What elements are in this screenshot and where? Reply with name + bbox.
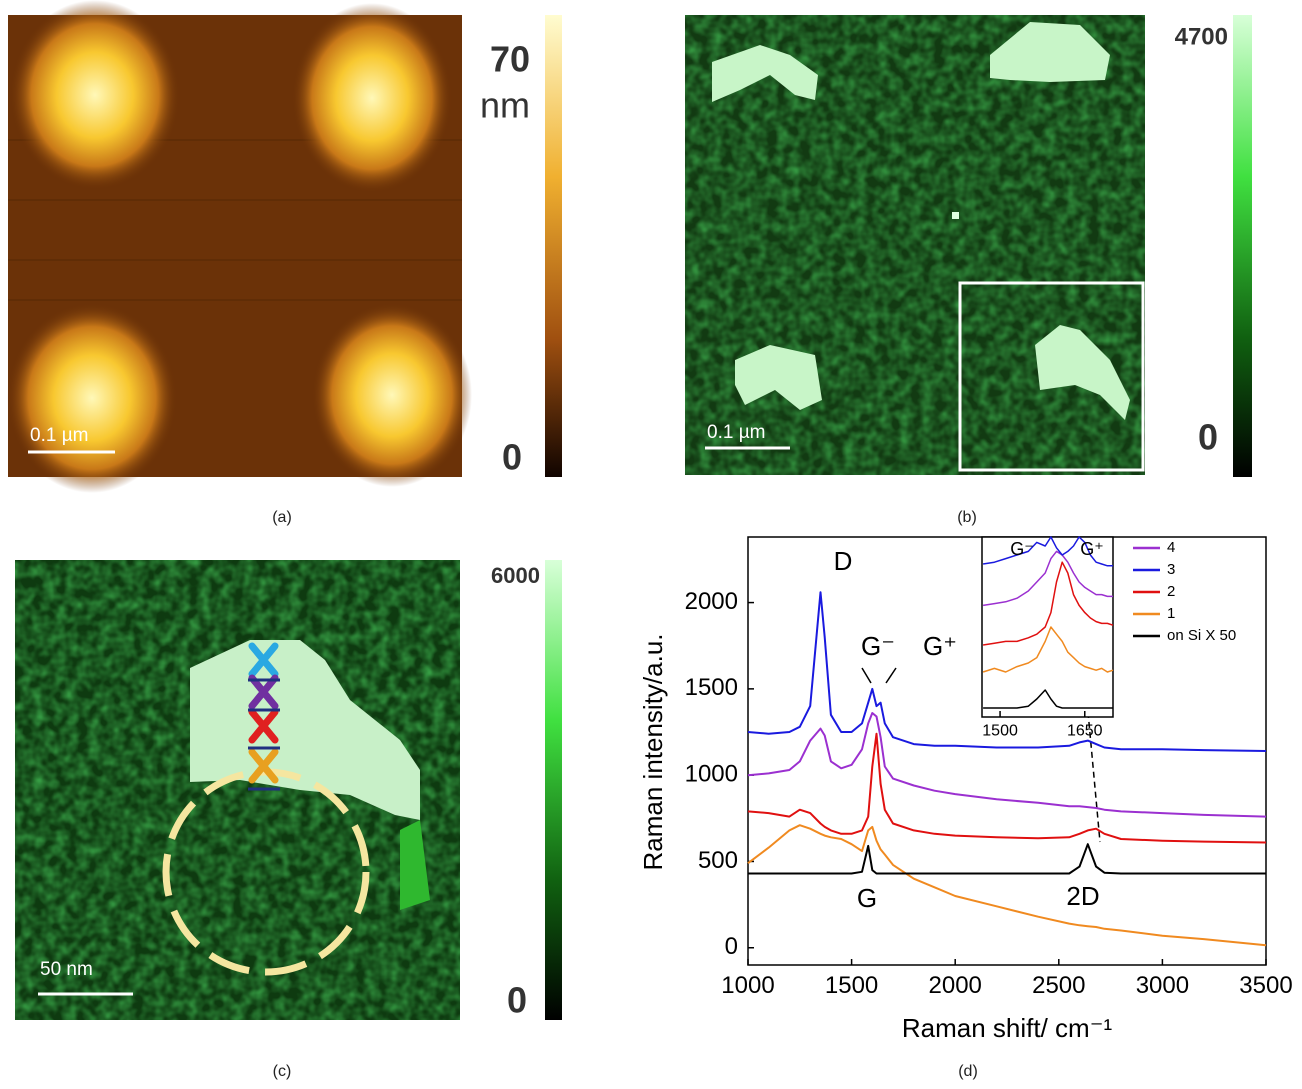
x-tick-label: 1650 [1067,723,1103,740]
spectrum-line [982,626,1114,673]
spectrum-line [747,732,1267,844]
panel-d-guides [861,547,1101,843]
colorbar [545,560,562,1020]
y-tick-label: 1000 [685,761,738,788]
panel-c: 50 nm 6000 0 (c) [15,560,562,1080]
colorbar [1233,15,1252,477]
legend-label: 3 [1167,561,1175,578]
colorbar-max: 4700 [1175,23,1228,50]
colorbar-min: 0 [502,437,522,478]
legend-label: 1 [1167,605,1175,622]
spectrum-line [747,591,1267,752]
spectrum-line [747,712,1267,818]
x-tick-label: 2500 [1032,972,1085,999]
scalebar-label: 50 nm [40,959,93,980]
colorbar-max: 6000 [491,563,540,588]
x-tick-label: 1500 [825,972,878,999]
annotation: G [857,883,877,913]
colorbar-unit: nm [480,85,530,126]
x-tick-label: 1500 [982,723,1018,740]
spectrum-line [983,689,1113,709]
y-tick-label: 2000 [685,588,738,615]
x-tick-label: 2000 [929,972,982,999]
annotation: G⁻ [1010,539,1034,559]
y-tick-label: 1500 [685,674,738,701]
annotation: G⁻ [861,631,895,661]
annotation: G⁺ [1080,539,1104,559]
spectrum-line [748,843,1266,875]
y-tick-label: 500 [698,847,738,874]
panel-b: 0.1 µm 4700 0 (b) [685,15,1252,526]
x-axis-label: Raman shift/ cm⁻¹ [902,1013,1113,1043]
annotation: G⁺ [923,631,957,661]
colorbar [545,15,562,477]
caption: (b) [957,509,977,526]
caption: (d) [958,1063,978,1080]
caption: (a) [272,509,292,526]
scalebar-label: 0.1 µm [707,422,765,443]
legend-label: 2 [1167,583,1175,600]
colorbar-max: 70 [490,39,530,80]
y-tick-label: 0 [725,933,738,960]
legend-label: 4 [1167,539,1175,556]
colorbar-min: 0 [1198,417,1218,458]
panel-a: 0.1 µm 70 nm 0 (a) [7,0,562,526]
scalebar-label: 0.1 µm [30,425,88,446]
annotation: 2D [1066,881,1099,911]
spectrum-line [747,824,1267,947]
spectrum-line [982,561,1114,646]
caption: (c) [273,1063,292,1080]
spectrum-line [982,536,1113,567]
x-tick-label: 3500 [1239,972,1292,999]
plot-frame [981,536,1114,718]
colorbar-min: 0 [507,980,527,1021]
legend-label: on Si X 50 [1167,627,1236,644]
annotation: D [834,546,853,576]
x-tick-label: 3000 [1136,972,1189,999]
y-axis-label: Raman intensity/a.u. [638,633,668,870]
x-tick-label: 1000 [721,972,774,999]
